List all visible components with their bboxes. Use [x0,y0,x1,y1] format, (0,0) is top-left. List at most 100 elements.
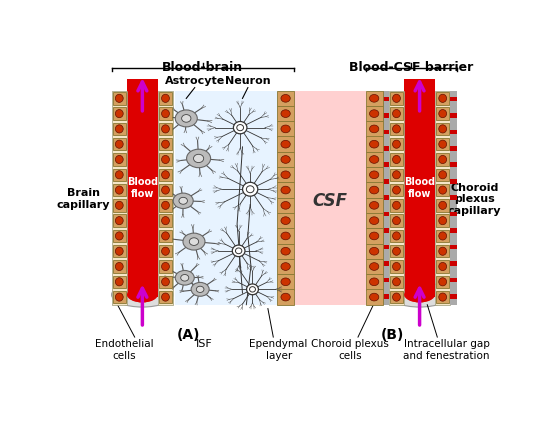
FancyBboxPatch shape [365,91,383,106]
Ellipse shape [393,232,400,240]
Ellipse shape [393,186,400,194]
FancyBboxPatch shape [390,230,403,242]
FancyBboxPatch shape [436,138,449,151]
Ellipse shape [369,232,379,240]
Ellipse shape [393,293,400,301]
Bar [450,261,457,266]
Bar [404,79,435,297]
FancyBboxPatch shape [390,291,403,303]
Ellipse shape [393,110,400,118]
Ellipse shape [393,155,400,164]
Ellipse shape [369,156,379,163]
FancyBboxPatch shape [390,260,403,273]
Bar [383,130,389,134]
FancyBboxPatch shape [113,153,126,166]
Ellipse shape [162,278,169,286]
Ellipse shape [439,293,446,301]
Ellipse shape [439,262,446,271]
Ellipse shape [439,247,446,255]
Ellipse shape [175,110,197,127]
FancyBboxPatch shape [113,291,126,303]
FancyBboxPatch shape [436,92,449,105]
Text: Brain
capillary: Brain capillary [56,189,110,210]
Bar [383,261,389,266]
Ellipse shape [127,287,158,303]
Ellipse shape [393,247,400,255]
FancyBboxPatch shape [390,107,403,120]
Ellipse shape [247,186,254,193]
Ellipse shape [115,186,123,194]
Ellipse shape [393,94,400,103]
Bar [450,91,457,305]
FancyBboxPatch shape [277,289,294,305]
Text: (A): (A) [177,328,200,342]
FancyBboxPatch shape [159,245,172,257]
Text: Blood-brain: Blood-brain [162,61,243,74]
Ellipse shape [439,140,446,148]
Ellipse shape [115,278,123,286]
Bar [450,228,457,233]
Bar [127,79,158,297]
Bar [383,278,389,282]
Ellipse shape [115,125,123,133]
Bar [450,245,457,249]
Ellipse shape [162,232,169,240]
FancyBboxPatch shape [113,92,126,105]
FancyBboxPatch shape [159,276,172,288]
Ellipse shape [393,278,400,286]
Ellipse shape [193,154,204,162]
FancyBboxPatch shape [436,107,449,120]
Ellipse shape [111,282,173,307]
Ellipse shape [162,262,169,271]
Ellipse shape [181,274,189,281]
Ellipse shape [162,293,169,301]
FancyBboxPatch shape [159,123,172,135]
FancyBboxPatch shape [159,153,172,166]
Ellipse shape [369,293,379,301]
FancyBboxPatch shape [436,168,449,181]
Ellipse shape [281,232,291,240]
Ellipse shape [281,278,291,286]
Ellipse shape [369,95,379,102]
FancyBboxPatch shape [159,138,172,151]
Ellipse shape [281,141,291,148]
FancyBboxPatch shape [277,228,294,243]
Ellipse shape [190,238,199,246]
FancyBboxPatch shape [113,245,126,257]
Ellipse shape [162,94,169,103]
Text: CSF: CSF [312,192,348,210]
Ellipse shape [175,271,194,285]
Ellipse shape [393,262,400,271]
FancyBboxPatch shape [436,230,449,242]
FancyBboxPatch shape [365,136,383,152]
FancyBboxPatch shape [159,107,172,120]
Ellipse shape [183,233,205,250]
Ellipse shape [162,247,169,255]
Text: Blood
flow: Blood flow [404,177,435,199]
FancyBboxPatch shape [365,243,383,259]
FancyBboxPatch shape [277,167,294,182]
Ellipse shape [369,247,379,255]
FancyBboxPatch shape [436,199,449,211]
FancyBboxPatch shape [365,213,383,228]
Bar [383,162,389,167]
Ellipse shape [115,216,123,225]
FancyBboxPatch shape [113,276,126,288]
Ellipse shape [115,262,123,271]
FancyBboxPatch shape [277,243,294,259]
FancyBboxPatch shape [159,291,172,303]
FancyBboxPatch shape [390,92,403,105]
Ellipse shape [439,171,446,179]
FancyBboxPatch shape [390,184,403,196]
Ellipse shape [369,262,379,271]
FancyBboxPatch shape [436,291,449,303]
Ellipse shape [281,247,291,255]
Bar [450,212,457,216]
Bar [435,91,450,305]
Ellipse shape [281,110,291,117]
Ellipse shape [115,140,123,148]
FancyBboxPatch shape [277,213,294,228]
FancyBboxPatch shape [159,92,172,105]
Ellipse shape [162,110,169,118]
Ellipse shape [181,115,191,122]
